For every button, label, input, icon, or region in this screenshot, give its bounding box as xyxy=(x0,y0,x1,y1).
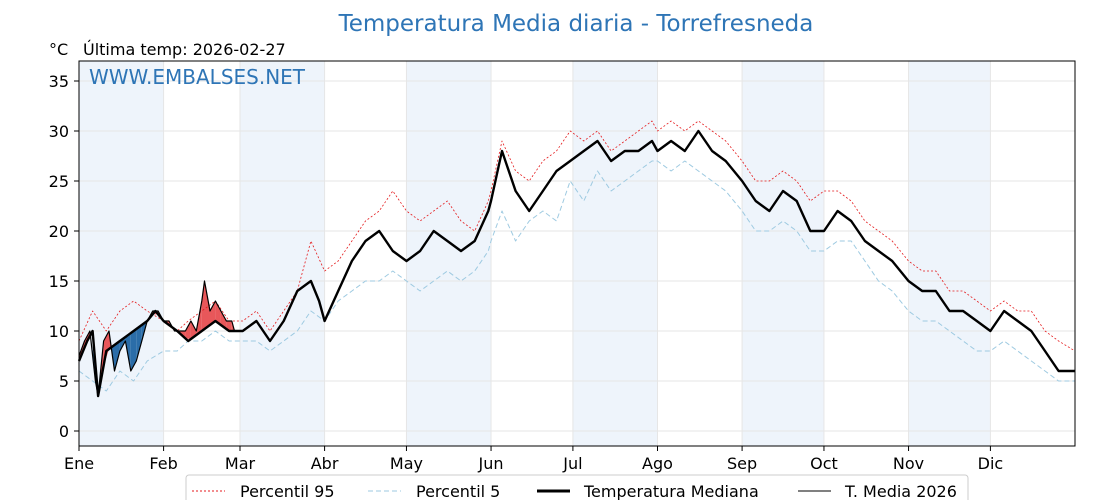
tick-label-x-Dic: Dic xyxy=(978,454,1004,473)
last-temp-label: Última temp: 2026-02-27 xyxy=(83,40,286,59)
anomaly-fill-10 xyxy=(130,329,137,371)
watermark: WWW.EMBALSES.NET xyxy=(89,65,306,89)
tick-label-x-Oct: Oct xyxy=(810,454,838,473)
tick-label-x-Mar: Mar xyxy=(225,454,256,473)
anomaly-fill-23 xyxy=(201,281,205,331)
tick-label-y-15: 15 xyxy=(49,272,69,291)
anomaly-fill-11 xyxy=(136,325,142,361)
month-band-4 xyxy=(742,61,824,446)
series-line-p95 xyxy=(78,120,1076,352)
tick-label-x-May: May xyxy=(390,454,423,473)
tick-label-x-Ago: Ago xyxy=(642,454,673,473)
anomaly-fill-28 xyxy=(226,321,232,331)
month-band-1 xyxy=(239,61,325,446)
anomaly-fill-20 xyxy=(185,321,191,339)
series-line-median xyxy=(77,129,1075,398)
tick-label-y-25: 25 xyxy=(49,172,69,191)
anomaly-fill-25 xyxy=(210,301,216,325)
unit-label: °C xyxy=(49,40,68,59)
legend-item-median: Temperatura Mediana xyxy=(537,482,759,500)
anomaly-fill-7 xyxy=(114,341,120,371)
tick-label-y-35: 35 xyxy=(49,72,69,91)
legend-label-p95: Percentil 95 xyxy=(240,482,335,500)
series-line-p5 xyxy=(78,160,1075,392)
anomaly-fill-26 xyxy=(215,301,221,325)
tick-label-y-10: 10 xyxy=(49,322,69,341)
tick-label-y-20: 20 xyxy=(49,222,69,241)
tick-label-x-Jul: Jul xyxy=(562,454,582,473)
plot-frame xyxy=(78,60,1076,447)
legend: Percentil 95 Percentil 5 Temperatura Med… xyxy=(185,474,969,500)
legend-label-median: Temperatura Mediana xyxy=(583,482,759,500)
plot-area: 0 5 10 15 20 25 30 35 Ene Feb Mar Abr May Jun Jul Ago Se… xyxy=(49,60,1076,473)
legend-label-current: T. Media 2026 xyxy=(844,482,957,500)
legend-item-current: T. Media 2026 xyxy=(798,482,957,500)
tick-label-x-Abr: Abr xyxy=(311,454,339,473)
tick-label-x-Feb: Feb xyxy=(149,454,177,473)
tick-label-y-30: 30 xyxy=(49,122,69,141)
anomaly-fill-24 xyxy=(204,281,210,329)
tick-label-x-Ene: Ene xyxy=(64,454,94,473)
month-band-0 xyxy=(79,61,164,446)
tick-label-x-Jun: Jun xyxy=(478,454,504,473)
chart-title: Temperatura Media diaria - Torrefresneda xyxy=(338,11,814,37)
tick-label-x-Sep: Sep xyxy=(727,454,757,473)
series-line-current xyxy=(78,280,236,397)
legend-label-p5: Percentil 5 xyxy=(416,482,500,500)
month-band-3 xyxy=(572,61,658,446)
tick-label-x-Nov: Nov xyxy=(893,454,924,473)
tick-label-y-5: 5 xyxy=(59,372,69,391)
legend-box xyxy=(185,474,969,500)
month-band-2 xyxy=(406,61,492,446)
tick-label-y-0: 0 xyxy=(59,422,69,441)
legend-item-p5: Percentil 5 xyxy=(368,482,500,500)
legend-item-p95: Percentil 95 xyxy=(192,482,335,500)
month-band-5 xyxy=(908,61,991,446)
anomaly-fill-21 xyxy=(190,321,197,339)
anomaly-fill-27 xyxy=(220,311,227,329)
